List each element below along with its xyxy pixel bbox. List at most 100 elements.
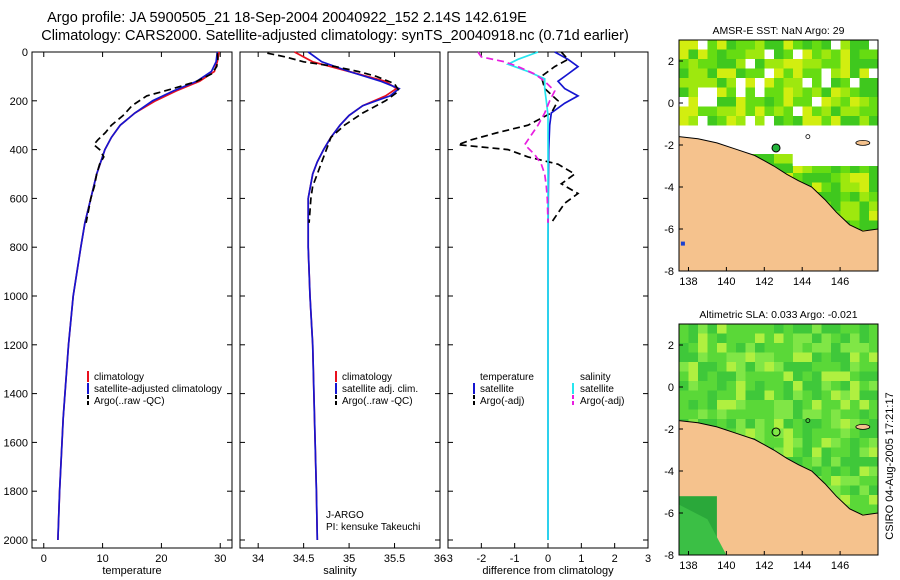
- map-cell: [793, 106, 803, 117]
- map-cell: [755, 343, 765, 353]
- map-cell: [726, 390, 737, 401]
- map-cell: [831, 485, 841, 496]
- map-cell: [859, 447, 870, 458]
- map-cell: [783, 163, 794, 174]
- map-cell: [821, 409, 832, 420]
- map-cell: [859, 333, 870, 344]
- map-cell: [840, 419, 851, 429]
- map-cell: [812, 324, 822, 334]
- map-cell: [840, 466, 851, 477]
- map-cell: [707, 40, 718, 50]
- map-cell: [688, 116, 699, 126]
- map-cell: [840, 495, 851, 505]
- map-cell: [802, 87, 813, 98]
- profile-panel-2: 34 34.5 35 35.5 36 salinity climatologysatelli…: [239, 51, 446, 577]
- map-cell: [802, 409, 813, 420]
- y-tick-label: -4: [664, 182, 674, 194]
- map-cell: [821, 457, 832, 467]
- map-cell: [717, 409, 727, 420]
- map-cell: [707, 59, 718, 69]
- map-cell: [736, 381, 746, 391]
- map-cell: [831, 400, 841, 410]
- map-cell: [717, 381, 727, 391]
- map-cell: [840, 97, 851, 107]
- map-cell: [812, 457, 822, 467]
- map-cell: [869, 211, 878, 221]
- map-cell: [698, 49, 708, 60]
- map-cell: [707, 419, 718, 429]
- map-cell: [831, 49, 841, 60]
- map-cell: [821, 163, 832, 174]
- map-cell: [774, 333, 784, 344]
- x-tick-label: 35.5: [384, 553, 405, 565]
- map-cell: [745, 400, 756, 410]
- map-cell: [869, 125, 878, 136]
- map-cell: [764, 390, 775, 401]
- map-cell: [755, 59, 765, 69]
- map-cell: [859, 59, 870, 69]
- map-cell: [764, 438, 775, 448]
- map-cell: [783, 409, 794, 420]
- map-cell: [736, 390, 746, 401]
- map-cell: [850, 125, 860, 136]
- map-cell: [850, 343, 860, 353]
- map-cell: [831, 78, 841, 88]
- y-tick-label: -2: [664, 140, 674, 152]
- map-cell: [745, 428, 756, 439]
- map-cell: [831, 106, 841, 117]
- map-cell: [707, 343, 718, 353]
- map-cell: [840, 135, 851, 145]
- map-cell: [745, 352, 756, 363]
- map-cell: [698, 400, 708, 410]
- map-cell: [869, 182, 878, 193]
- y-tick-label: 1600: [4, 437, 28, 449]
- y-tick-label: 0: [668, 382, 674, 394]
- map-cell: [812, 438, 822, 448]
- map-cell: [736, 78, 746, 88]
- map-cell: [821, 49, 832, 60]
- map-cell: [707, 97, 718, 107]
- map-cell: [840, 116, 851, 126]
- map-cell: [736, 87, 746, 98]
- map-cell: [717, 87, 727, 98]
- map-cell: [859, 182, 870, 193]
- map-cell: [783, 125, 794, 136]
- map-cell: [726, 78, 737, 88]
- map-cell: [745, 40, 756, 50]
- y-tick-label: 2: [668, 56, 674, 68]
- map-cell: [840, 40, 851, 50]
- figure-title-line1: Argo profile: JA 5900505_21 18-Sep-2004 …: [47, 10, 527, 26]
- map-cell: [793, 438, 803, 448]
- map-cell: [745, 59, 756, 69]
- map-cell: [859, 419, 870, 429]
- map-cell: [745, 390, 756, 401]
- y-tick-label: 2: [668, 340, 674, 352]
- map-cell: [812, 362, 822, 372]
- map-cell: [821, 68, 832, 79]
- map-title: Altimetric SLA: 0.033 Argo: -0.021: [699, 309, 857, 321]
- map-cell: [726, 59, 737, 69]
- map-cell: [840, 428, 851, 439]
- map-cell: [745, 68, 756, 79]
- y-tick-label: 200: [10, 96, 28, 108]
- map-cell: [755, 49, 765, 60]
- map-cell: [831, 182, 841, 193]
- map-cell: [764, 352, 775, 363]
- map-cell: [869, 333, 878, 344]
- map-cell: [793, 87, 803, 98]
- map-cell: [850, 362, 860, 372]
- map-cell: [745, 333, 756, 344]
- map-cell: [869, 428, 878, 439]
- map-cell: [802, 135, 813, 145]
- map-cell: [688, 333, 699, 344]
- map-cell: [774, 343, 784, 353]
- map-cell: [793, 68, 803, 79]
- map-cell: [774, 40, 784, 50]
- map-cell: [859, 476, 870, 486]
- map-cell: [869, 87, 878, 98]
- map-cell: [736, 419, 746, 429]
- map-cell: [840, 457, 851, 467]
- map-cell: [840, 173, 851, 183]
- map-cell: [793, 97, 803, 107]
- map-cell: [859, 504, 870, 515]
